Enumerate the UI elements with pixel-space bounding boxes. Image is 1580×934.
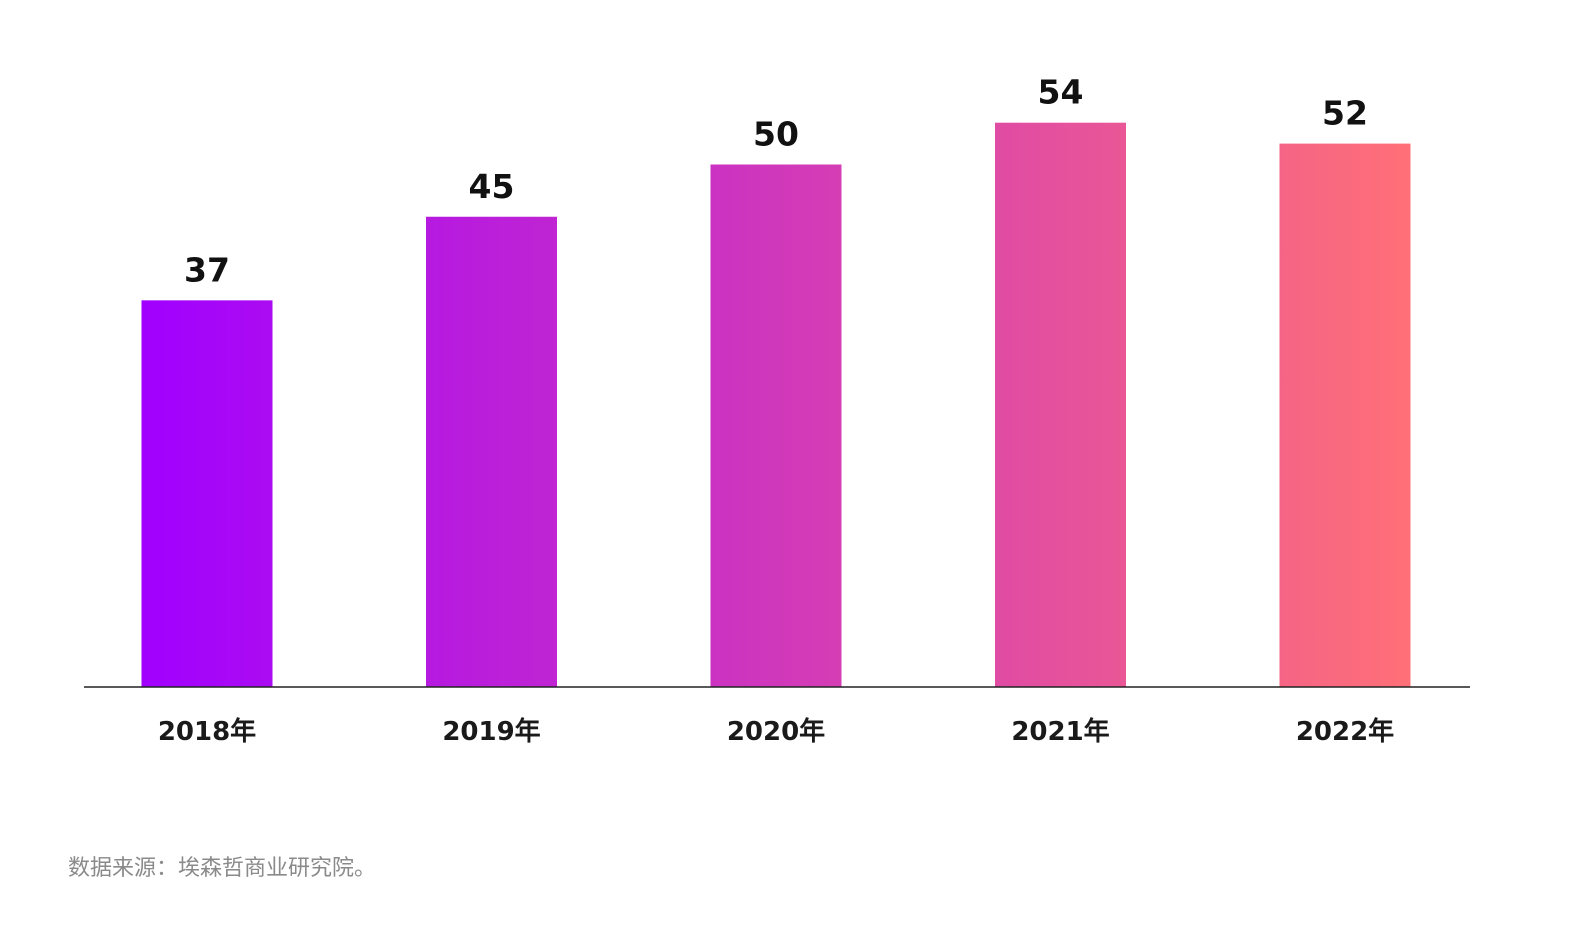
bar-2021年 [995, 122, 1126, 687]
x-tick-label: 2020年 [727, 716, 825, 747]
data-label: 45 [469, 167, 515, 206]
bar-2020年 [710, 164, 842, 687]
data-label: 37 [184, 250, 230, 289]
bar-2022年 [1279, 143, 1411, 688]
bar-2019年 [426, 216, 557, 687]
data-label: 54 [1038, 73, 1084, 112]
bar-2018年 [141, 300, 273, 687]
x-tick-label: 2018年 [158, 716, 256, 747]
x-axis-tick-labels: 2018年 2019年 2020年 2021年 2022年 [158, 716, 1394, 747]
x-tick-label: 2019年 [442, 716, 540, 747]
x-tick-label: 2021年 [1011, 716, 1109, 747]
x-tick-label: 2022年 [1296, 716, 1394, 747]
value-labels-layer: 37 45 50 54 52 [184, 73, 1368, 290]
source-note: 数据来源：埃森哲商业研究院。 [68, 856, 377, 881]
data-label: 50 [753, 115, 799, 154]
bars-layer [141, 122, 1411, 688]
data-label: 52 [1322, 94, 1368, 133]
